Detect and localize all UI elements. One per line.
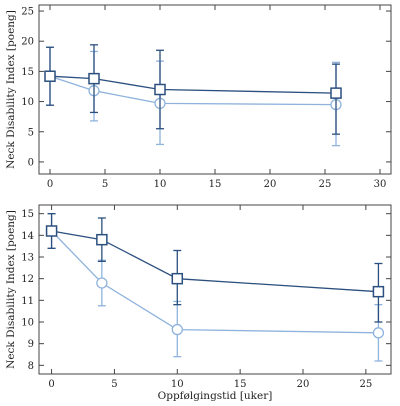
top-marks: [44, 44, 342, 147]
top-dark-square-marker: [88, 72, 100, 85]
bottom-y-axis-label: Neck Disability Index [poeng]: [5, 210, 17, 369]
top-x-tick-label: 30: [374, 179, 387, 190]
bottom-x-tick-label: 0: [48, 379, 54, 390]
top-x-tick-label: 20: [264, 179, 277, 190]
bottom-y-tick-label: 9: [28, 339, 34, 350]
bottom-x-tick-label: 5: [111, 379, 117, 390]
bottom-x-tick-label: 10: [171, 379, 184, 390]
top-x-tick-label: 0: [47, 179, 53, 190]
bottom-light-circle-marker: [372, 327, 385, 339]
bottom-ticks: 0 5 10 15 20 25 8 9 10 11 12 13 14 15: [21, 205, 391, 390]
bottom-x-tick-label: 15: [234, 379, 247, 390]
top-x-tick-label: 5: [102, 179, 108, 190]
bottom-light-circle-marker: [96, 277, 108, 289]
bottom-marks: [45, 213, 385, 362]
bottom-y-tick-label: 15: [21, 209, 34, 220]
top-y-tick-label: 25: [21, 7, 34, 18]
bottom-x-tick-label: 25: [359, 379, 372, 390]
bottom-dark-square-marker: [45, 225, 58, 237]
bottom-light-series-line: [51, 230, 379, 334]
bottom-dark-square-marker: [171, 272, 184, 285]
bottom-dark-square-marker: [96, 233, 108, 246]
top-dark-square-marker: [44, 70, 56, 82]
top-x-tick-label: 25: [319, 179, 332, 190]
top-y-tick-label: 15: [21, 67, 34, 78]
bottom-y-tick-label: 14: [21, 231, 34, 242]
bottom-y-tick-label: 10: [21, 318, 34, 329]
top-y-axis-label: Neck Disability Index [poeng]: [5, 10, 17, 169]
bottom-plot-frame: [38, 204, 392, 375]
top-ticks: 0 5 10 15 20 25 30 0 5 10 15 20 25: [21, 5, 391, 190]
bottom-light-circle-marker: [171, 323, 183, 336]
top-series-light: [44, 46, 342, 147]
top-y-tick-label: 5: [28, 127, 34, 138]
bottom-x-tick-label: 20: [297, 379, 310, 390]
top-dark-square-marker: [154, 83, 166, 96]
bottom-y-tick-label: 11: [21, 296, 34, 307]
top-dark-series-line: [49, 75, 337, 94]
bottom-chart-panel: Neck Disability Index [poeng] Oppfølging…: [5, 204, 392, 402]
bottom-y-tick-label: 12: [21, 274, 34, 285]
top-y-tick-label: 10: [21, 97, 34, 108]
top-dark-square-marker: [330, 87, 342, 99]
top-chart-panel: Neck Disability Index [poeng] 0 5 10 15 20 25…: [5, 4, 392, 190]
bottom-y-tick-label: 8: [28, 361, 34, 372]
bottom-series-dark: [45, 213, 385, 323]
top-x-tick-label: 15: [209, 179, 222, 190]
bottom-y-tick-label: 13: [21, 253, 34, 264]
top-y-tick-label: 20: [21, 37, 34, 48]
bottom-x-axis-label: Oppfølgingstid [uker]: [158, 390, 273, 402]
bottom-dark-series-line: [51, 230, 379, 293]
top-light-series-line: [49, 75, 337, 106]
top-series-dark: [44, 44, 342, 135]
bottom-dark-square-marker: [372, 285, 385, 298]
top-y-tick-label: 0: [28, 157, 34, 168]
top-x-tick-label: 10: [154, 179, 167, 190]
